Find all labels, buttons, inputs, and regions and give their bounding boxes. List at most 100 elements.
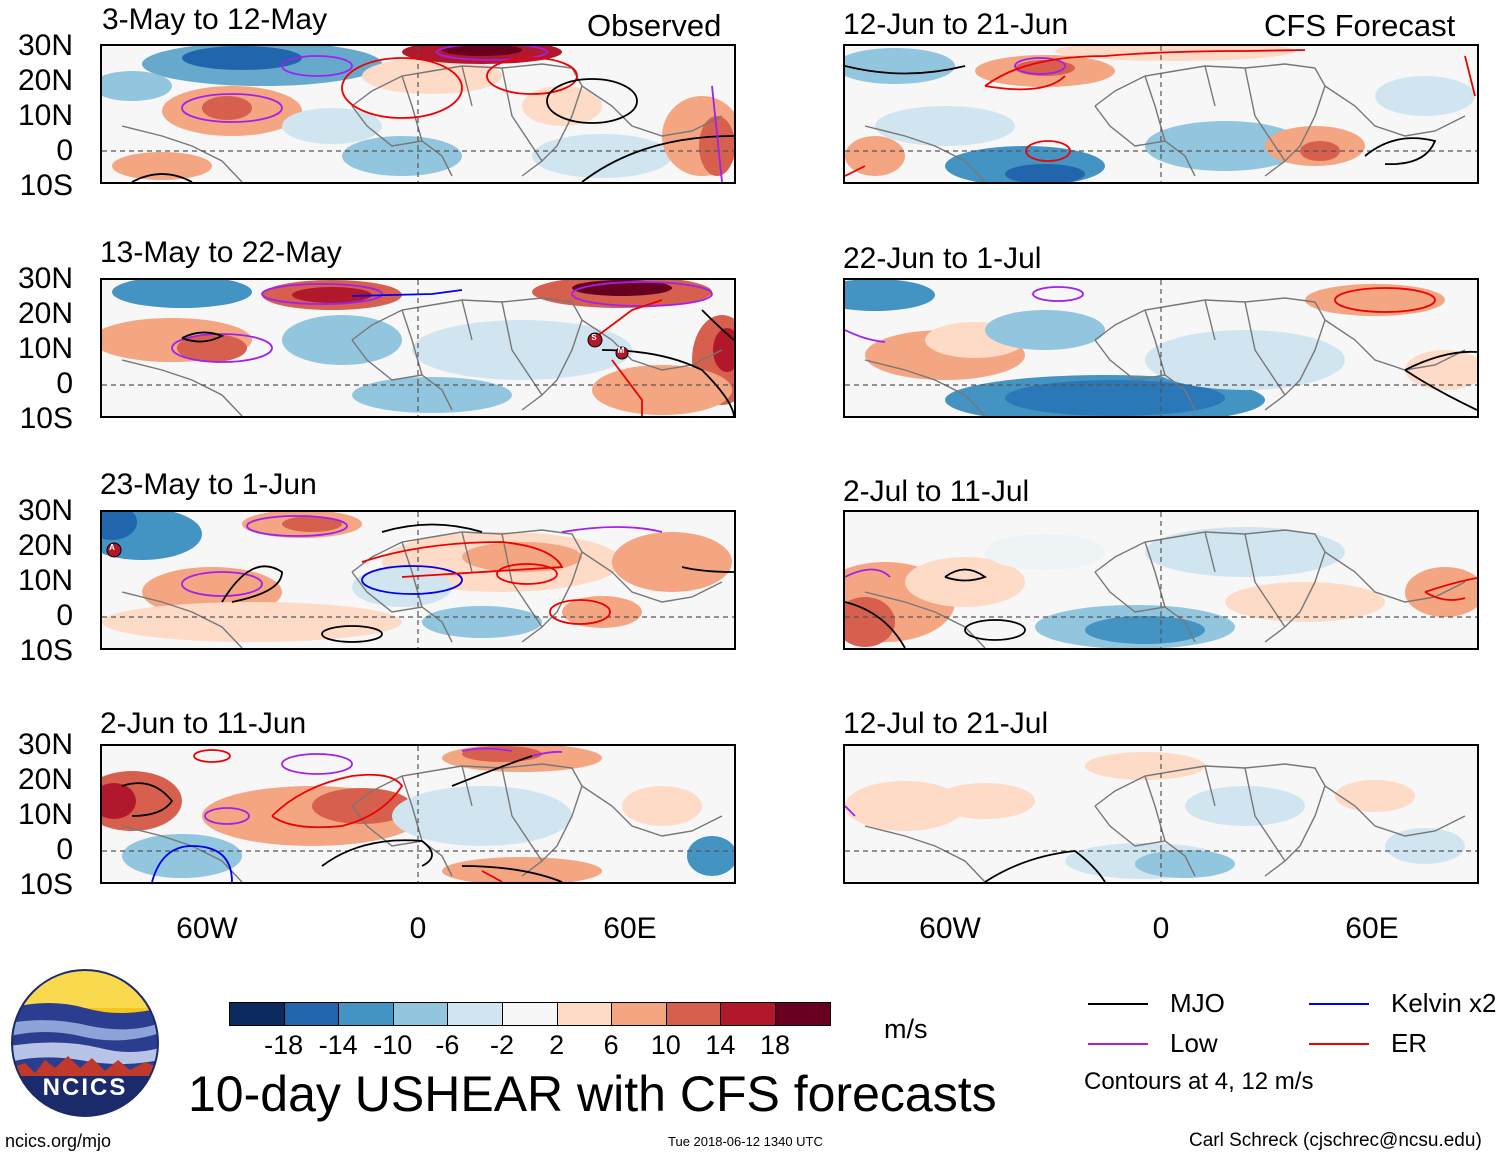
colorbar-label: 10 <box>650 1030 681 1060</box>
contours <box>845 568 1477 648</box>
coastlines <box>121 763 723 882</box>
storm-label-a: A <box>109 543 115 552</box>
observed-panel-4-title: 2-Jun to 11-Jun <box>100 707 307 740</box>
y-tick-10n: 10N <box>17 99 73 132</box>
contours <box>171 281 734 416</box>
footer-credit: Carl Schreck (cjschrec@ncsu.edu) <box>1189 1130 1482 1151</box>
colorbar-swatch <box>720 1002 776 1026</box>
storm-label-s: S <box>591 333 597 342</box>
storm-label-m: M <box>617 346 625 355</box>
colorbar-swatch <box>447 1002 503 1026</box>
shear-anomaly-fill <box>102 512 732 642</box>
colorbar-label: 14 <box>705 1030 736 1060</box>
y-tick-30n: 30N <box>17 728 73 761</box>
y-tick-0: 0 <box>56 134 73 167</box>
storm-markers <box>106 542 122 558</box>
forecast-panel-4-title: 12-Jul to 21-Jul <box>843 707 1049 740</box>
observed-panel-2-title: 13-May to 22-May <box>100 236 342 269</box>
x-tick-60w: 60W <box>176 912 238 945</box>
y-tick-10s: 10S <box>19 634 73 667</box>
y-tick-20n: 20N <box>17 763 73 796</box>
y-tick-20n: 20N <box>17 297 73 330</box>
observed-panel-3-title: 23-May to 1-Jun <box>100 468 317 501</box>
shear-anomaly-fill <box>102 746 734 882</box>
colorbar-swatch <box>338 1002 394 1026</box>
ncics-logo: NCICS <box>10 968 160 1118</box>
coastlines <box>864 529 1466 648</box>
colorbar-label: 18 <box>759 1030 791 1060</box>
legend-label-er: ER <box>1391 1028 1428 1058</box>
colorbar-swatch <box>392 1002 449 1026</box>
footer-timestamp: Tue 2018-06-12 1340 UTC <box>668 1134 823 1149</box>
legend-label-kelvin: Kelvin x2 <box>1391 988 1497 1018</box>
map-panel-observed-1 <box>100 44 736 184</box>
contours <box>845 286 1477 411</box>
observed-panel-1-title: 3-May to 12-May <box>102 3 328 36</box>
contours <box>845 805 1106 882</box>
colorbar-label: 2 <box>549 1030 565 1060</box>
observed-header: Observed <box>587 8 722 43</box>
legend-note: Contours at 4, 12 m/s <box>1084 1068 1314 1095</box>
map-panel-forecast-1 <box>843 44 1479 184</box>
map-panel-observed-4 <box>100 744 736 884</box>
legend-label-mjo: MJO <box>1170 988 1225 1018</box>
forecast-panel-3-title: 2-Jul to 11-Jul <box>843 475 1030 508</box>
colorbar-label: -6 <box>435 1030 460 1060</box>
map-panel-forecast-2 <box>843 278 1479 418</box>
legend-line-kelvin <box>1309 1003 1369 1005</box>
x-tick-0: 0 <box>409 912 427 945</box>
coastlines <box>864 297 1466 416</box>
shear-anomaly-fill <box>845 527 1477 648</box>
y-tick-10s: 10S <box>19 402 73 435</box>
x-tick-60e: 60E <box>1345 912 1399 945</box>
x-tick-60w: 60W <box>919 912 981 945</box>
colorbar-label: -2 <box>489 1030 514 1060</box>
colorbar-swatch <box>502 1002 558 1026</box>
colorbar-label: -10 <box>373 1030 413 1060</box>
y-tick-20n: 20N <box>17 529 73 562</box>
y-tick-0: 0 <box>56 599 73 632</box>
shear-anomaly-fill <box>845 280 1477 416</box>
legend-line-er <box>1309 1043 1369 1045</box>
x-tick-60e: 60E <box>603 912 657 945</box>
colorbar-label: -18 <box>264 1030 304 1060</box>
x-tick-0: 0 <box>1152 912 1170 945</box>
colorbar-swatch <box>611 1002 667 1026</box>
footer-link[interactable]: ncics.org/mjo <box>5 1131 112 1151</box>
legend-label-low: Low <box>1170 1028 1218 1058</box>
y-tick-10s: 10S <box>19 868 73 901</box>
colorbar-label: 6 <box>603 1030 619 1060</box>
colorbar-swatch <box>283 1002 340 1026</box>
map-panel-forecast-4 <box>843 744 1479 884</box>
y-tick-30n: 30N <box>17 262 73 295</box>
coastlines <box>121 297 723 416</box>
legend-line-mjo <box>1088 1003 1148 1005</box>
contours <box>181 515 734 643</box>
shear-anomaly-fill <box>845 46 1475 182</box>
contours <box>845 49 1476 177</box>
contours <box>121 747 563 882</box>
storm-markers <box>587 332 629 360</box>
forecast-panel-2-title: 22-Jun to 1-Jul <box>843 242 1042 275</box>
y-tick-10s: 10S <box>19 169 73 202</box>
colorbar-swatch <box>229 1002 285 1026</box>
shear-anomaly-fill <box>845 752 1465 879</box>
y-tick-30n: 30N <box>17 29 73 62</box>
y-tick-0: 0 <box>56 833 73 866</box>
map-panel-observed-3 <box>100 510 736 650</box>
y-tick-0: 0 <box>56 367 73 400</box>
coastlines <box>864 63 1466 182</box>
main-title: 10-day USHEAR with CFS forecasts <box>188 1066 997 1122</box>
y-tick-10n: 10N <box>17 332 73 365</box>
y-tick-10n: 10N <box>17 798 73 831</box>
coastlines <box>864 763 1466 882</box>
y-tick-30n: 30N <box>17 494 73 527</box>
colorbar-swatch <box>556 1002 613 1026</box>
forecast-header: CFS Forecast <box>1264 8 1456 43</box>
contours <box>131 46 734 182</box>
y-tick-10n: 10N <box>17 564 73 597</box>
y-tick-20n: 20N <box>17 64 73 97</box>
map-panel-observed-2 <box>100 278 736 418</box>
logo-text: NCICS <box>42 1074 128 1101</box>
map-panel-forecast-3 <box>843 510 1479 650</box>
